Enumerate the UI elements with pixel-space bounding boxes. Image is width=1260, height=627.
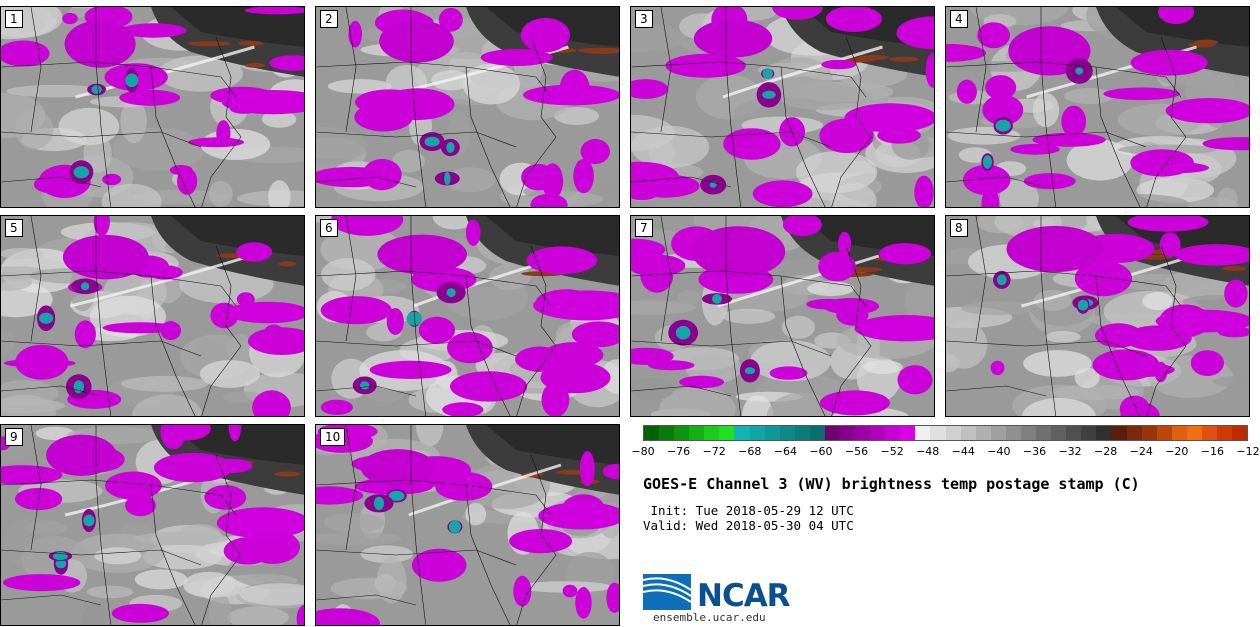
colorbar-segment (1111, 426, 1127, 440)
colorbar-segment (1051, 426, 1067, 440)
page-title: GOES-E Channel 3 (WV) brightness temp po… (643, 475, 1140, 493)
map-panel-1: 1 (0, 6, 305, 208)
colorbar-segment (674, 426, 690, 440)
colorbar-segment (809, 426, 825, 440)
panel-number-label: 4 (950, 10, 968, 28)
colorbar-segment (734, 426, 750, 440)
colorbar-segment (659, 426, 675, 440)
colorbar-segment (1096, 426, 1112, 440)
colorbar-tick-label: −44 (951, 445, 975, 458)
colorbar-segment (990, 426, 1006, 440)
panel-number-label: 9 (5, 428, 23, 446)
colorbar-tick-label: −52 (880, 445, 904, 458)
map-panel-6: 6 (315, 215, 620, 417)
colorbar-tick-label: −76 (666, 445, 691, 458)
init-time: Init: Tue 2018-05-29 12 UTC (643, 503, 854, 518)
map-panel-4: 4 (945, 6, 1250, 208)
panel-number-label: 3 (635, 10, 653, 28)
colorbar-segment (1020, 426, 1037, 440)
colorbar-segment (1186, 426, 1202, 440)
colorbar-segment (1141, 426, 1157, 440)
colorbar-tick-label: −36 (1022, 445, 1047, 458)
colorbar-segment (1232, 426, 1248, 440)
colorbar-segment (824, 426, 841, 440)
colorbar-tick-label: −64 (773, 445, 797, 458)
colorbar-segment (1081, 426, 1097, 440)
colorbar-tick-label: −56 (844, 445, 869, 458)
panel-number-label: 8 (950, 219, 968, 237)
colorbar-tick-label: −40 (987, 445, 1011, 458)
ncar-logo-text: NCAR (697, 578, 791, 614)
valid-time: Valid: Wed 2018-05-30 04 UTC (643, 518, 854, 533)
map-panel-9: 9 (0, 424, 305, 626)
panel-number-label: 7 (635, 219, 653, 237)
panel-number-label: 2 (320, 10, 338, 28)
colorbar-segment (960, 426, 976, 440)
colorbar-tick-label: −12 (1236, 445, 1260, 458)
colorbar-tick-label: −16 (1200, 445, 1225, 458)
colorbar-segment (764, 426, 780, 440)
colorbar-segment (975, 426, 991, 440)
colorbar-tick-label: −28 (1094, 445, 1118, 458)
ncar-logo-icon (643, 574, 692, 610)
colorbar (643, 425, 1248, 441)
colorbar-segment (930, 426, 946, 440)
colorbar-segment (870, 426, 886, 440)
colorbar-tick-label: −24 (1129, 445, 1153, 458)
colorbar-segment (855, 426, 871, 440)
colorbar-tick-label: −80 (631, 445, 655, 458)
colorbar-segment (840, 426, 856, 440)
colorbar-segment (1036, 426, 1052, 440)
colorbar-segment (1126, 426, 1142, 440)
panel-number-label: 6 (320, 219, 338, 237)
map-panel-3: 3 (630, 6, 935, 208)
colorbar-segment (1156, 426, 1172, 440)
colorbar-tick-label: −72 (702, 445, 726, 458)
colorbar-segment (885, 426, 901, 440)
colorbar-segment (749, 426, 765, 440)
colorbar-segment (915, 426, 931, 440)
colorbar-tick-label: −20 (1165, 445, 1189, 458)
colorbar-tick-label: −48 (916, 445, 940, 458)
colorbar-segment (719, 426, 735, 440)
colorbar-segment (689, 426, 705, 440)
colorbar-segment (779, 426, 795, 440)
ncar-url[interactable]: ensemble.ucar.edu (653, 611, 766, 624)
colorbar-tick-label: −68 (738, 445, 762, 458)
colorbar-segment (1005, 426, 1021, 440)
colorbar-tick-label: −32 (1058, 445, 1082, 458)
colorbar-segment (794, 426, 810, 440)
colorbar-segment (900, 426, 916, 440)
map-panel-2: 2 (315, 6, 620, 208)
colorbar-segment (1216, 426, 1233, 440)
panel-number-label: 1 (5, 10, 23, 28)
colorbar-tick-label: −60 (809, 445, 833, 458)
map-panel-5: 5 (0, 215, 305, 417)
panel-number-label: 5 (5, 219, 23, 237)
colorbar-segment (704, 426, 720, 440)
colorbar-segment (945, 426, 961, 440)
colorbar-segment (1201, 426, 1217, 440)
colorbar-ticks: −80 −76 −72 −68 −64 −60 −56 −52 −48 −44 −40 −36 −32−… (631, 445, 1259, 459)
map-panel-10: 10 (315, 424, 620, 626)
panel-number-label: 10 (320, 428, 346, 446)
colorbar-segment (1171, 426, 1187, 440)
map-panel-8: 8 (945, 215, 1250, 417)
colorbar-segment (1066, 426, 1082, 440)
colorbar-segment (644, 426, 660, 440)
map-panel-7: 7 (630, 215, 935, 417)
